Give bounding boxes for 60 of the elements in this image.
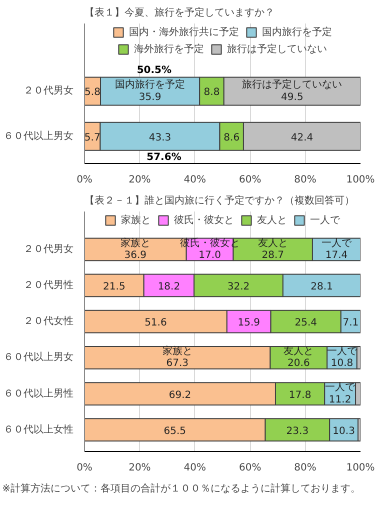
y-tick-label: ２０代男性 [24, 278, 74, 291]
data-label: 5.7 [84, 132, 100, 144]
data-label: 一人で 17.4 [321, 238, 352, 261]
x-tick-label: 100% [346, 174, 375, 186]
y-tick-label: ２０代男女 [24, 84, 74, 97]
x-tick-label: 100% [346, 462, 375, 474]
x-tick-label: 80% [294, 174, 316, 186]
data-label: 69.2 [168, 390, 192, 401]
data-label: 51.6 [144, 318, 167, 329]
data-label: 25.4 [294, 318, 317, 329]
data-label: 28.1 [310, 281, 333, 292]
data-label: 一人で 11.2 [325, 382, 356, 406]
data-label: 7.1 [342, 318, 359, 329]
data-label: 友人と 28.7 [258, 238, 288, 261]
data-label: 23.3 [286, 426, 309, 437]
x-tick-label: 60% [238, 174, 262, 186]
x-tick-label: 40% [184, 462, 206, 474]
data-label: 家族と 67.3 [162, 345, 192, 370]
data-label: 43.3 [148, 132, 172, 144]
y-tick-label: ２０代男女 [24, 242, 74, 255]
data-label: 21.5 [103, 281, 126, 292]
data-label: 42.4 [290, 132, 314, 144]
x-tick-label: 20% [128, 462, 151, 474]
legend-label: 海外旅行を予定 [134, 42, 204, 56]
data-label: 15.9 [238, 318, 260, 329]
y-tick-label: ２０代女性 [24, 315, 74, 328]
text: ※計算方法について：各項目の合計が１００％になるように計算しております。 [2, 482, 361, 494]
data-label: 10.3 [332, 426, 355, 437]
x-tick-label: 60% [238, 462, 262, 474]
x-tick-label: 40% [184, 174, 206, 186]
x-tick-label: 80% [294, 462, 316, 474]
data-label: 8.8 [204, 87, 220, 98]
x-tick-label: 20% [128, 174, 151, 186]
annotation: 50.5% [136, 64, 172, 76]
legend-label: 友人と [257, 214, 287, 227]
data-label: 8.6 [224, 132, 240, 144]
chart-title: 【表１】今夏、旅行を予定していますか？ [84, 6, 274, 18]
data-label: 5.8 [84, 87, 100, 98]
data-label: 18.2 [158, 281, 180, 292]
legend-label: 家族と [121, 214, 151, 227]
data-label: 65.5 [164, 426, 186, 437]
data-label: 国内旅行を予定 35.9 [115, 78, 186, 103]
data-label: 17.8 [288, 390, 312, 401]
data-label: 友人と 20.6 [284, 346, 314, 370]
data-label: 旅行は予定していない 49.5 [242, 78, 342, 103]
x-tick-label: 0% [76, 462, 92, 474]
y-tick-label: ６０代以上女性 [4, 423, 74, 436]
data-label: 家族と 36.9 [120, 236, 150, 261]
y-tick-label: ６０代以上男女 [4, 130, 74, 142]
legend-label: 彼氏・彼女と [174, 214, 234, 227]
legend-label: 国内旅行を予定 [262, 26, 332, 39]
chart-title: 【表２－１】誰と国内旅に行く予定ですか？（複数回答可） [84, 194, 354, 206]
legend-label: 旅行は予定していない [227, 42, 327, 56]
data-label: 32.2 [227, 281, 250, 292]
y-tick-label: ６０代以上男性 [4, 387, 74, 400]
legend-label: 一人で [310, 214, 340, 227]
annotation: 57.6% [146, 152, 182, 163]
legend-label: 国内・海外旅行共に予定 [129, 26, 239, 39]
y-tick-label: ６０代以上男女 [4, 351, 74, 364]
x-tick-label: 0% [76, 174, 92, 186]
